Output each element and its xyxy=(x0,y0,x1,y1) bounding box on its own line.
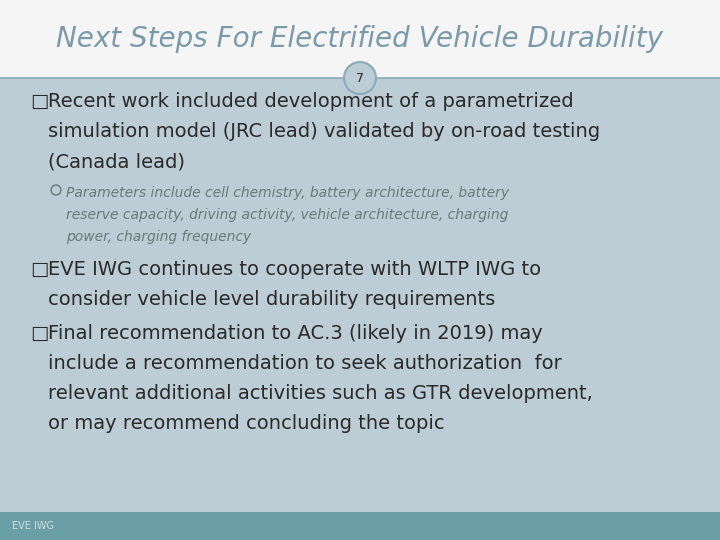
Text: include a recommendation to seek authorization  for: include a recommendation to seek authori… xyxy=(48,354,562,373)
Text: EVE IWG: EVE IWG xyxy=(12,521,54,531)
FancyBboxPatch shape xyxy=(0,0,720,78)
FancyBboxPatch shape xyxy=(0,512,720,540)
Text: Final recommendation to AC.3 (likely in 2019) may: Final recommendation to AC.3 (likely in … xyxy=(48,324,543,343)
Text: EVE IWG continues to cooperate with WLTP IWG to: EVE IWG continues to cooperate with WLTP… xyxy=(48,260,541,279)
Text: 7: 7 xyxy=(356,71,364,84)
Circle shape xyxy=(344,62,376,94)
Text: power, charging frequency: power, charging frequency xyxy=(66,230,251,244)
Text: simulation model (JRC lead) validated by on-road testing: simulation model (JRC lead) validated by… xyxy=(48,122,600,141)
Text: reserve capacity, driving activity, vehicle architecture, charging: reserve capacity, driving activity, vehi… xyxy=(66,208,508,222)
Text: relevant additional activities such as GTR development,: relevant additional activities such as G… xyxy=(48,384,593,403)
Text: □: □ xyxy=(30,260,48,279)
Text: □: □ xyxy=(30,92,48,111)
Text: Recent work included development of a parametrized: Recent work included development of a pa… xyxy=(48,92,574,111)
Text: Parameters include cell chemistry, battery architecture, battery: Parameters include cell chemistry, batte… xyxy=(66,186,509,200)
Text: consider vehicle level durability requirements: consider vehicle level durability requir… xyxy=(48,290,495,309)
Text: □: □ xyxy=(30,324,48,343)
Text: or may recommend concluding the topic: or may recommend concluding the topic xyxy=(48,414,445,433)
Text: (Canada lead): (Canada lead) xyxy=(48,152,185,171)
Text: Next Steps For Electrified Vehicle Durability: Next Steps For Electrified Vehicle Durab… xyxy=(56,25,664,53)
